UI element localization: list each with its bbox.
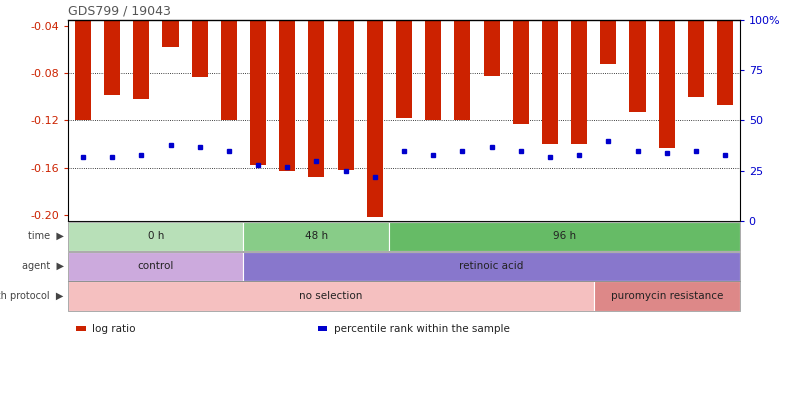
Text: agent  ▶: agent ▶ (22, 261, 63, 271)
Bar (133, 0, 149, 99)
Text: growth protocol  ▶: growth protocol ▶ (0, 291, 63, 301)
Bar (308, 0, 324, 177)
Text: 96 h: 96 h (552, 231, 576, 241)
Text: 48 h: 48 h (304, 231, 328, 241)
Bar (221, 0, 237, 121)
Bar (396, 0, 411, 118)
Text: percentile rank within the sample: percentile rank within the sample (333, 324, 509, 334)
Text: GDS799 / 19043: GDS799 / 19043 (68, 5, 171, 18)
Bar (512, 0, 528, 124)
Text: log ratio: log ratio (92, 324, 136, 334)
Text: puromycin resistance: puromycin resistance (609, 291, 722, 301)
Bar (658, 0, 674, 147)
Text: time  ▶: time ▶ (27, 231, 63, 241)
Text: control: control (137, 261, 174, 271)
Bar (483, 0, 499, 76)
Bar (75, 0, 91, 121)
Bar (104, 0, 120, 94)
Bar (250, 0, 266, 165)
Text: no selection: no selection (299, 291, 362, 301)
Bar (425, 0, 441, 121)
Bar (716, 0, 732, 105)
Bar (629, 0, 645, 112)
Bar (541, 0, 557, 144)
Text: 0 h: 0 h (148, 231, 164, 241)
Bar (191, 0, 207, 77)
Bar (162, 0, 178, 47)
Bar (570, 0, 586, 144)
Bar (454, 0, 470, 121)
Bar (337, 0, 353, 170)
Bar (687, 0, 703, 97)
Bar (366, 0, 382, 217)
Text: retinoic acid: retinoic acid (459, 261, 523, 271)
Bar (279, 0, 295, 171)
Bar (600, 0, 616, 64)
